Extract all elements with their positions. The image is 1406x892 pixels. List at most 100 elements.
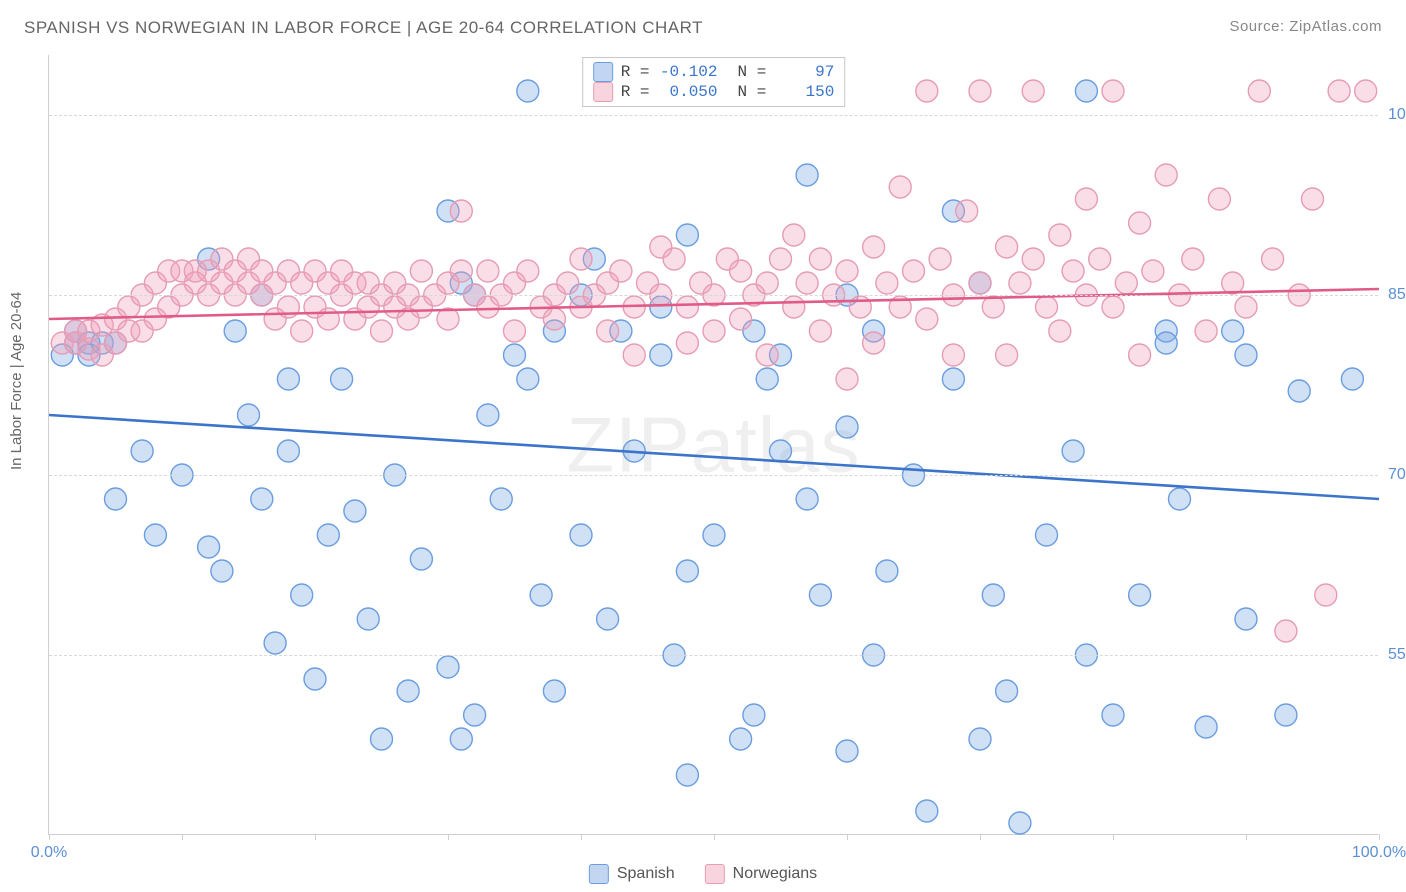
data-point — [1235, 344, 1257, 366]
data-point — [344, 500, 366, 522]
legend-n-label: N = — [738, 63, 767, 81]
data-point — [836, 416, 858, 438]
data-point — [371, 728, 393, 750]
data-point — [730, 308, 752, 330]
legend-r-value: 0.050 — [658, 83, 718, 101]
data-point — [1036, 524, 1058, 546]
data-point — [903, 260, 925, 282]
data-point — [756, 368, 778, 390]
x-tick — [714, 834, 715, 840]
data-point — [889, 176, 911, 198]
data-point — [517, 80, 539, 102]
data-point — [730, 260, 752, 282]
data-point — [291, 584, 313, 606]
data-point — [730, 728, 752, 750]
data-point — [796, 272, 818, 294]
legend-swatch — [589, 864, 609, 884]
data-point — [504, 344, 526, 366]
data-point — [1062, 440, 1084, 462]
legend-swatch — [593, 62, 613, 82]
data-point — [996, 680, 1018, 702]
y-axis-label: In Labor Force | Age 20-64 — [8, 292, 25, 470]
data-point — [663, 248, 685, 270]
data-point — [610, 260, 632, 282]
data-point — [543, 680, 565, 702]
gridline — [49, 475, 1378, 476]
data-point — [105, 488, 127, 510]
data-point — [770, 248, 792, 270]
data-point — [836, 740, 858, 762]
data-point — [1222, 320, 1244, 342]
data-point — [1235, 296, 1257, 318]
legend-row: R = 0.050N =150 — [593, 82, 835, 102]
x-tick — [1379, 834, 1380, 840]
data-point — [1075, 80, 1097, 102]
data-point — [1195, 320, 1217, 342]
data-point — [623, 344, 645, 366]
data-point — [929, 248, 951, 270]
x-tick — [980, 834, 981, 840]
data-point — [597, 320, 619, 342]
data-point — [1208, 188, 1230, 210]
data-point — [1129, 212, 1151, 234]
data-point — [996, 236, 1018, 258]
legend-label: Spanish — [617, 865, 675, 883]
data-point — [876, 560, 898, 582]
chart-title: SPANISH VS NORWEGIAN IN LABOR FORCE | AG… — [24, 18, 703, 38]
plot-area: ZIPatlas R =-0.102N = 97R = 0.050N =150 … — [48, 55, 1378, 835]
data-point — [770, 440, 792, 462]
data-point — [1129, 344, 1151, 366]
data-point — [969, 272, 991, 294]
legend-r-label: R = — [621, 63, 650, 81]
data-point — [597, 608, 619, 630]
data-point — [1328, 80, 1350, 102]
data-point — [1022, 248, 1044, 270]
x-tick — [1246, 834, 1247, 840]
data-point — [1075, 188, 1097, 210]
data-point — [969, 80, 991, 102]
chart-svg — [49, 55, 1378, 834]
data-point — [676, 764, 698, 786]
data-point — [317, 524, 339, 546]
data-point — [676, 296, 698, 318]
x-tick — [1113, 834, 1114, 840]
data-point — [450, 260, 472, 282]
data-point — [809, 584, 831, 606]
data-point — [676, 224, 698, 246]
data-point — [1102, 80, 1124, 102]
data-point — [211, 560, 233, 582]
data-point — [450, 728, 472, 750]
source-label: Source: ZipAtlas.com — [1229, 18, 1382, 38]
data-point — [703, 524, 725, 546]
legend-r-value: -0.102 — [658, 63, 718, 81]
data-point — [530, 584, 552, 606]
y-tick-label: 100.0% — [1388, 106, 1406, 124]
data-point — [1062, 260, 1084, 282]
legend-swatch — [593, 82, 613, 102]
data-point — [916, 800, 938, 822]
data-point — [371, 320, 393, 342]
data-point — [1155, 164, 1177, 186]
data-point — [836, 368, 858, 390]
data-point — [1315, 584, 1337, 606]
data-point — [1009, 272, 1031, 294]
data-point — [942, 368, 964, 390]
data-point — [224, 320, 246, 342]
data-point — [956, 200, 978, 222]
data-point — [743, 704, 765, 726]
data-point — [517, 368, 539, 390]
data-point — [1009, 812, 1031, 834]
legend-n-value: 150 — [774, 83, 834, 101]
data-point — [277, 368, 299, 390]
data-point — [264, 632, 286, 654]
data-point — [1036, 296, 1058, 318]
data-point — [490, 488, 512, 510]
y-tick-label: 55.0% — [1388, 646, 1406, 664]
data-point — [1142, 260, 1164, 282]
data-point — [982, 296, 1004, 318]
data-point — [876, 272, 898, 294]
legend-label: Norwegians — [733, 865, 817, 883]
data-point — [570, 524, 592, 546]
legend-row: R =-0.102N = 97 — [593, 62, 835, 82]
x-tick — [847, 834, 848, 840]
